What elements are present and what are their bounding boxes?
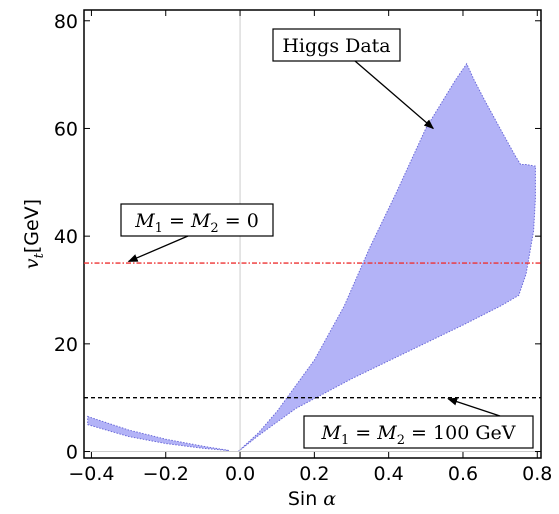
annotation-arrow — [127, 235, 189, 263]
annotation-text-part: = — [349, 422, 377, 444]
x-axis-label-greek: α — [323, 488, 336, 510]
x-tick-label: 0.6 — [448, 463, 478, 485]
annotation-arrow — [447, 397, 501, 417]
x-tick-label: 0.8 — [522, 463, 552, 485]
annotation-text-part: = 0 — [219, 210, 259, 232]
annotation-text: M1 = M2 = 100 GeV — [321, 422, 516, 448]
annotation-box — [303, 415, 534, 449]
lines-layer — [84, 262, 541, 399]
x-axis-label-main: Sin — [288, 488, 323, 510]
y-axis-label-rest: [GeV] — [21, 199, 43, 253]
region-layer — [87, 62, 536, 452]
annotation-text-part: M — [190, 210, 211, 232]
annotation-box — [120, 203, 274, 237]
x-tick-label: −0.4 — [68, 463, 114, 485]
annotation-text-part: 1 — [341, 433, 349, 448]
y-tick-label: 0 — [66, 442, 78, 464]
region-polygon-0 — [237, 62, 536, 452]
y-tick-label: 40 — [54, 226, 78, 248]
region-polygon-1 — [87, 415, 229, 451]
x-tick-label: −0.2 — [143, 463, 189, 485]
annotation-text-part: M — [321, 422, 342, 444]
annotation-text-part: = — [163, 210, 191, 232]
y-tick-label: 60 — [54, 118, 78, 140]
y-axis-label-sub: t — [32, 252, 47, 258]
annotation-1: M1 = M2 = 0 — [120, 203, 274, 263]
annotation-text-part: 2 — [397, 433, 405, 448]
x-tick-label: 0.2 — [299, 463, 329, 485]
x-tick-label: 0.0 — [225, 463, 255, 485]
plot-frame — [83, 9, 542, 459]
x-tick-label: 0.4 — [374, 463, 404, 485]
ticks-layer: −0.4 −0.2 0.0 0.2 0.4 0.6 0.8 0 20 40 60 80 — [54, 10, 552, 485]
annotation-text: Higgs Data — [282, 35, 390, 57]
annotation-text-part: M — [134, 210, 155, 232]
y-tick-label: 80 — [54, 11, 78, 33]
annotation-arrow — [354, 60, 435, 130]
y-axis-label-main: v — [21, 258, 43, 269]
y-tick-label: 20 — [54, 334, 78, 356]
annotation-text-part: M — [376, 422, 397, 444]
annotation-text-part: = 100 GeV — [405, 422, 516, 444]
x-axis-label: Sin α — [288, 488, 336, 510]
y-axis-label: vt[GeV] — [21, 199, 47, 269]
annotation-2: M1 = M2 = 100 GeV — [303, 397, 534, 449]
annotation-text: M1 = M2 = 0 — [134, 210, 259, 236]
annotation-text-part: 2 — [210, 221, 218, 236]
annotation-0: Higgs Data — [272, 28, 435, 130]
annotation-box — [272, 28, 401, 62]
annotation-text-part: 1 — [155, 221, 163, 236]
